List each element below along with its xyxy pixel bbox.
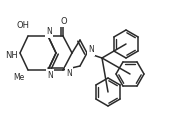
Text: N: N [66, 69, 72, 78]
Text: O: O [61, 16, 67, 26]
Text: N: N [46, 27, 52, 36]
Text: N: N [88, 46, 94, 55]
Text: NH: NH [6, 52, 18, 61]
Text: N: N [47, 70, 53, 80]
Text: OH: OH [17, 21, 30, 30]
Text: Me: Me [13, 73, 25, 83]
